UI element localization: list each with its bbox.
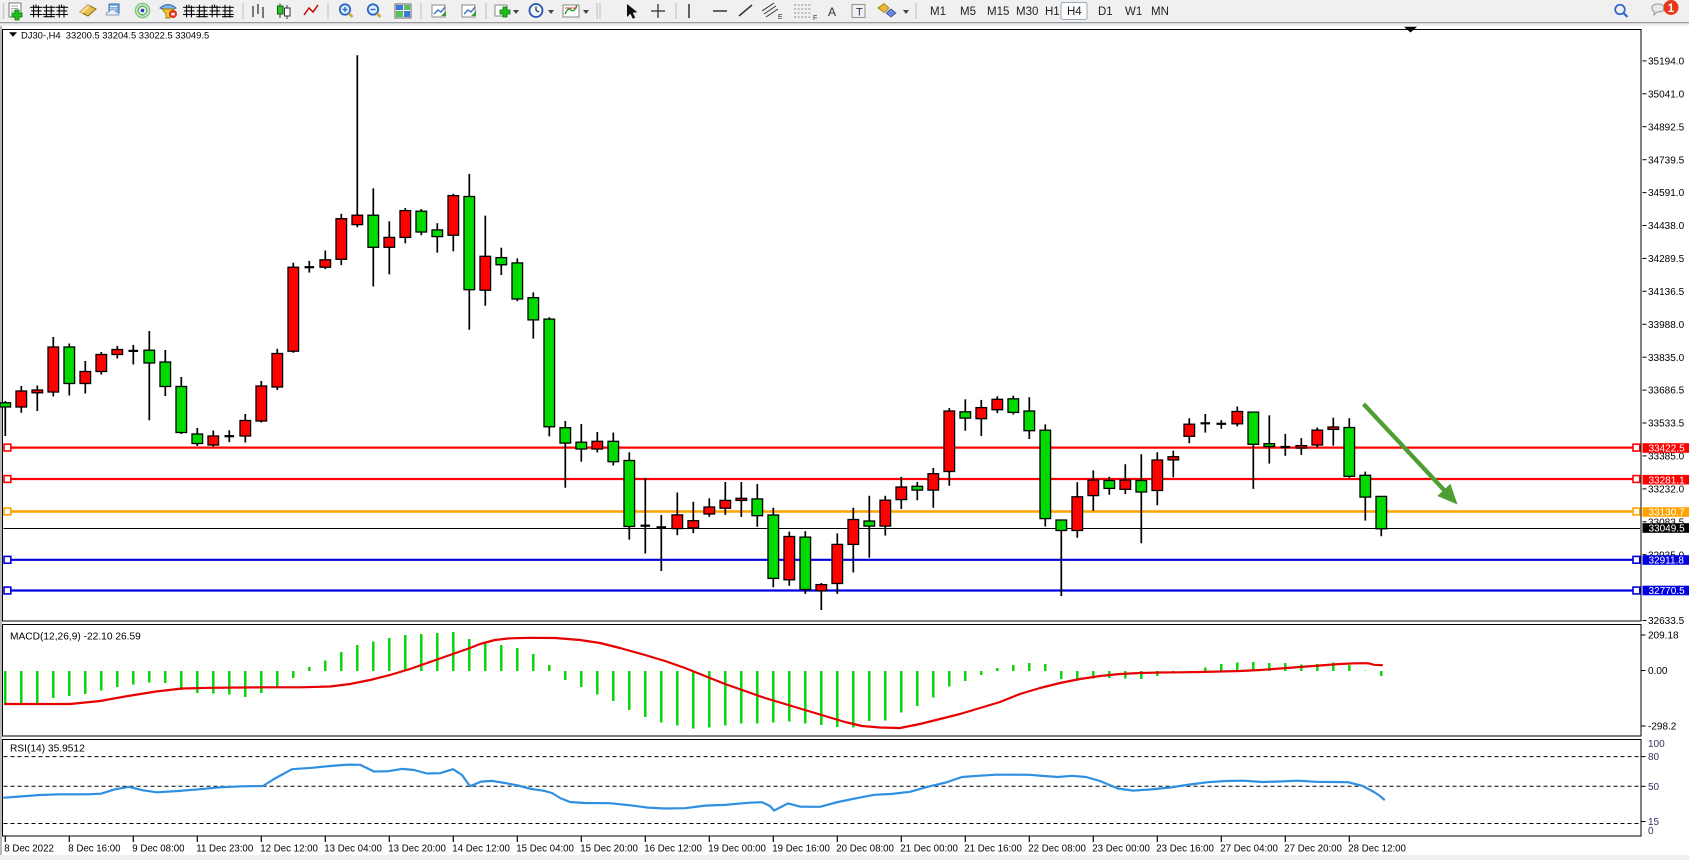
svg-text:34739.5: 34739.5 (1648, 155, 1685, 166)
svg-text:8 Dec 16:00: 8 Dec 16:00 (68, 844, 121, 855)
svg-text:23 Dec 16:00: 23 Dec 16:00 (1156, 844, 1214, 855)
svg-text:19 Dec 16:00: 19 Dec 16:00 (772, 844, 830, 855)
svg-text:20 Dec 08:00: 20 Dec 08:00 (836, 844, 894, 855)
svg-text:100: 100 (1648, 739, 1665, 750)
svg-text:F: F (813, 15, 817, 22)
svg-text:11 Dec 23:00: 11 Dec 23:00 (196, 844, 254, 855)
svg-text:0.00: 0.00 (1648, 666, 1668, 677)
svg-text:21 Dec 00:00: 21 Dec 00:00 (900, 844, 958, 855)
svg-text:34438.0: 34438.0 (1648, 221, 1685, 232)
svg-text:32633.5: 32633.5 (1648, 616, 1685, 627)
svg-text:16 Dec 12:00: 16 Dec 12:00 (644, 844, 702, 855)
svg-text:35194.0: 35194.0 (1648, 57, 1685, 68)
svg-text:H4: H4 (1067, 6, 1082, 18)
svg-text:33422.5: 33422.5 (1649, 444, 1686, 455)
svg-text:33130.7: 33130.7 (1649, 508, 1686, 519)
svg-text:W1: W1 (1125, 6, 1142, 18)
svg-text:15: 15 (1648, 817, 1660, 828)
svg-text:DJ30-,H4 33200.5 33204.5 3302: DJ30-,H4 33200.5 33204.5 33022.5 33049.5 (21, 29, 209, 40)
svg-text:19 Dec 00:00: 19 Dec 00:00 (708, 844, 766, 855)
svg-text:23 Dec 00:00: 23 Dec 00:00 (1092, 844, 1150, 855)
svg-text:32911.8: 32911.8 (1649, 556, 1685, 567)
svg-text:13 Dec 04:00: 13 Dec 04:00 (324, 844, 382, 855)
svg-text:-298.2: -298.2 (1648, 722, 1677, 733)
svg-text:14 Dec 12:00: 14 Dec 12:00 (452, 844, 510, 855)
svg-text:50: 50 (1648, 782, 1660, 793)
svg-text:D1: D1 (1098, 6, 1113, 18)
svg-text:M5: M5 (960, 6, 976, 18)
svg-text:34591.0: 34591.0 (1648, 188, 1685, 199)
svg-text:33686.5: 33686.5 (1648, 386, 1685, 397)
svg-text:15 Dec 04:00: 15 Dec 04:00 (516, 844, 574, 855)
svg-text:21 Dec 16:00: 21 Dec 16:00 (964, 844, 1022, 855)
svg-text:33533.5: 33533.5 (1648, 419, 1685, 430)
svg-text:27 Dec 04:00: 27 Dec 04:00 (1220, 844, 1278, 855)
svg-text:0: 0 (1648, 826, 1654, 837)
svg-text:E: E (778, 14, 783, 21)
svg-text:34892.5: 34892.5 (1648, 122, 1685, 133)
svg-text:15 Dec 20:00: 15 Dec 20:00 (580, 844, 638, 855)
svg-text:33835.0: 33835.0 (1648, 353, 1685, 364)
svg-text:22 Dec 08:00: 22 Dec 08:00 (1028, 844, 1086, 855)
svg-text:MACD(12,26,9) -22.10 26.59: MACD(12,26,9) -22.10 26.59 (10, 632, 141, 643)
svg-text:13 Dec 20:00: 13 Dec 20:00 (388, 844, 446, 855)
svg-text:A: A (828, 5, 836, 19)
svg-text:H1: H1 (1045, 6, 1060, 18)
svg-text:RSI(14) 35.9512: RSI(14) 35.9512 (10, 744, 85, 755)
svg-text:M1: M1 (930, 6, 946, 18)
svg-text:33232.0: 33232.0 (1648, 485, 1685, 496)
svg-text:33385.0: 33385.0 (1648, 452, 1685, 463)
svg-text:M30: M30 (1016, 6, 1038, 18)
svg-text:M15: M15 (987, 6, 1009, 18)
svg-text:34289.5: 34289.5 (1648, 254, 1685, 265)
svg-text:8 Dec 2022: 8 Dec 2022 (4, 844, 54, 855)
svg-text:T: T (856, 7, 863, 19)
svg-text:12 Dec 12:00: 12 Dec 12:00 (260, 844, 318, 855)
svg-text:80: 80 (1648, 752, 1660, 763)
svg-text:28 Dec 12:00: 28 Dec 12:00 (1348, 844, 1406, 855)
svg-text:34136.5: 34136.5 (1648, 287, 1685, 298)
svg-text:32770.5: 32770.5 (1649, 586, 1686, 597)
svg-text:33281.1: 33281.1 (1649, 475, 1686, 486)
svg-text:209.18: 209.18 (1648, 631, 1679, 642)
svg-text:MN: MN (1151, 6, 1169, 18)
svg-text:1: 1 (1668, 3, 1675, 15)
svg-text:35041.0: 35041.0 (1648, 89, 1685, 100)
svg-text:9 Dec 08:00: 9 Dec 08:00 (132, 844, 185, 855)
svg-text:27 Dec 20:00: 27 Dec 20:00 (1284, 844, 1342, 855)
svg-text:33083.5: 33083.5 (1648, 517, 1685, 528)
svg-text:33988.0: 33988.0 (1648, 320, 1685, 331)
svg-text:33049.5: 33049.5 (1649, 524, 1686, 535)
